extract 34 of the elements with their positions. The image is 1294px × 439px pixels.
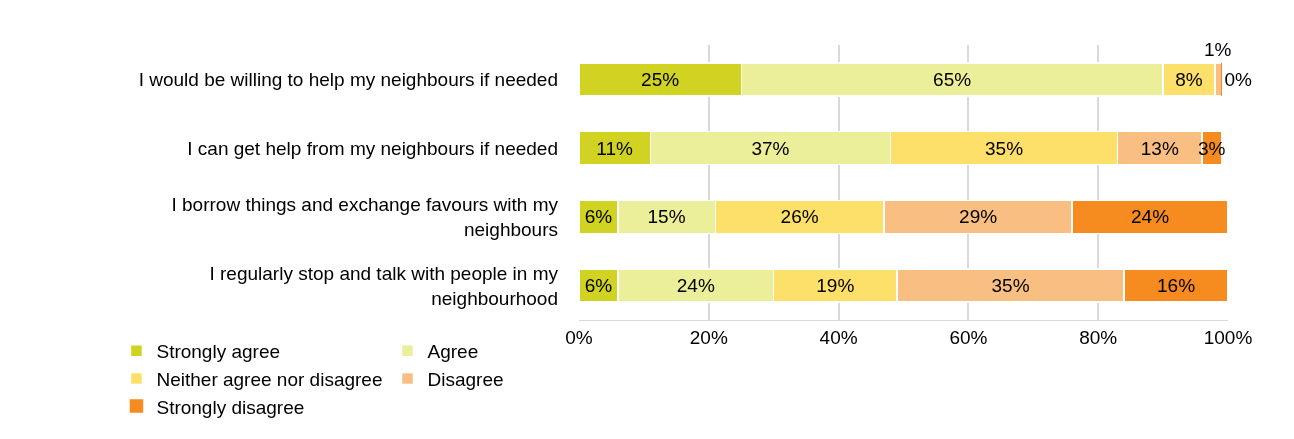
x-tick-label: 0% [565, 326, 593, 348]
data-label: 37% [751, 137, 790, 159]
data-label: 35% [985, 137, 1024, 159]
legend-label: Agree [427, 341, 479, 363]
x-tick-label: 60% [949, 326, 988, 348]
data-label: 8% [1175, 68, 1203, 90]
data-label: 1% [1204, 39, 1232, 60]
data-label: 13% [1140, 137, 1179, 159]
legend-label: Strongly disagree [156, 396, 305, 418]
data-label: 24% [676, 275, 715, 297]
legend-label: Neither agree nor disagree [156, 368, 383, 390]
data-label: 0% [1224, 68, 1253, 90]
data-label: 6% [584, 275, 613, 297]
legend-label: Strongly agree [156, 341, 281, 363]
data-label: 29% [959, 206, 998, 228]
data-label: 25% [641, 68, 680, 90]
data-label: 65% [933, 68, 972, 90]
data-label: 19% [816, 275, 855, 297]
y-tick-label: I borrow things and exchange favours with my neighbours [171, 194, 559, 240]
data-label: 6% [584, 206, 613, 228]
x-tick-label: 100% [1203, 326, 1253, 348]
x-tick-label: 40% [819, 326, 858, 348]
legend-label: Disagree [427, 368, 504, 390]
data-label: 11% [596, 137, 634, 159]
data-label: 26% [780, 206, 819, 228]
data-label: 16% [1157, 275, 1196, 297]
x-tick-label: 80% [1079, 326, 1118, 348]
data-label: 24% [1131, 206, 1170, 228]
y-tick-label: I can get help from my neighbours if needed [187, 137, 558, 159]
x-tick-label: 20% [689, 326, 728, 348]
y-tick-label: I regularly stop and talk with people in my neighbourhood [209, 262, 559, 309]
data-label: 15% [647, 206, 686, 228]
y-tick-label: I would be willing to help my neighbours if needed [138, 69, 558, 91]
data-label: 35% [991, 275, 1030, 297]
